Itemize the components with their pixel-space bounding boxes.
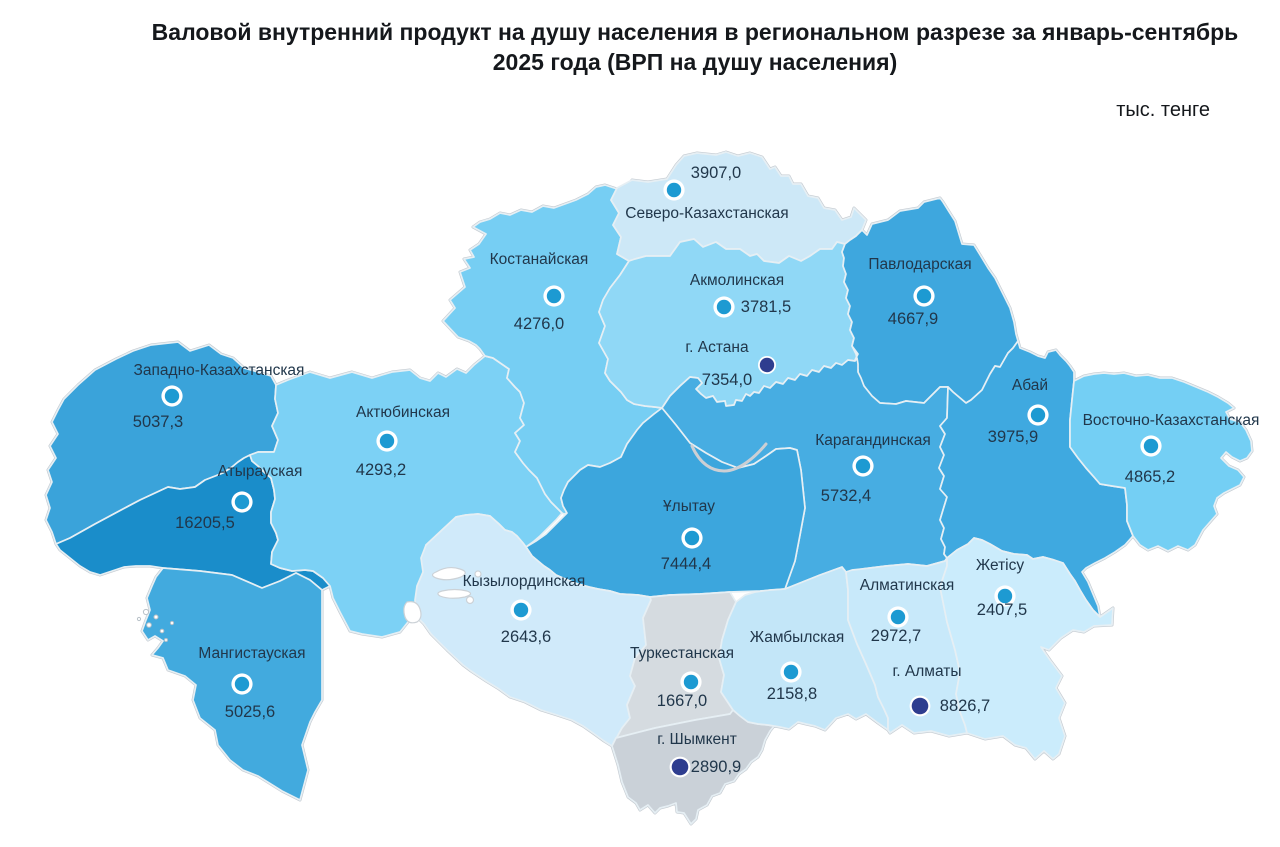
svg-text:Атырауская: Атырауская bbox=[218, 463, 303, 480]
svg-text:2643,6: 2643,6 bbox=[501, 628, 551, 646]
svg-text:8826,7: 8826,7 bbox=[940, 697, 990, 715]
svg-text:Павлодарская: Павлодарская bbox=[868, 256, 971, 273]
svg-text:Алматинская: Алматинская bbox=[860, 577, 955, 594]
svg-text:Акмолинская: Акмолинская bbox=[690, 272, 784, 289]
svg-text:4293,2: 4293,2 bbox=[356, 461, 406, 479]
svg-text:3781,5: 3781,5 bbox=[741, 298, 791, 316]
svg-text:Восточно-Казахстанская: Восточно-Казахстанская bbox=[1083, 412, 1260, 429]
svg-text:Северо-Казахстанская: Северо-Казахстанская bbox=[625, 205, 788, 222]
svg-text:г. Шымкент: г. Шымкент bbox=[657, 731, 737, 748]
svg-text:5025,6: 5025,6 bbox=[225, 703, 275, 721]
svg-text:2407,5: 2407,5 bbox=[977, 601, 1027, 619]
svg-text:Туркестанская: Туркестанская bbox=[630, 645, 734, 662]
svg-text:3975,9: 3975,9 bbox=[988, 428, 1038, 446]
svg-text:2972,7: 2972,7 bbox=[871, 627, 921, 645]
svg-text:Карагандинская: Карагандинская bbox=[815, 432, 931, 449]
svg-text:Актюбинская: Актюбинская bbox=[356, 404, 450, 421]
svg-text:16205,5: 16205,5 bbox=[175, 514, 235, 532]
svg-text:3907,0: 3907,0 bbox=[691, 164, 741, 182]
svg-text:5037,3: 5037,3 bbox=[133, 413, 183, 431]
svg-text:Мангистауская: Мангистауская bbox=[198, 645, 305, 662]
svg-text:7354,0: 7354,0 bbox=[702, 371, 752, 389]
svg-text:5732,4: 5732,4 bbox=[821, 487, 871, 505]
svg-text:Жетісу: Жетісу bbox=[976, 557, 1025, 574]
svg-text:Костанайская: Костанайская bbox=[490, 251, 589, 268]
svg-text:Ұлытау: Ұлытау bbox=[663, 498, 715, 515]
svg-text:4865,2: 4865,2 bbox=[1125, 468, 1175, 486]
svg-text:г. Алматы: г. Алматы bbox=[893, 663, 962, 680]
svg-text:Кызылординская: Кызылординская bbox=[463, 573, 586, 590]
svg-text:1667,0: 1667,0 bbox=[657, 692, 707, 710]
svg-text:Западно-Казахстанская: Западно-Казахстанская bbox=[134, 362, 305, 379]
svg-text:Жамбылская: Жамбылская bbox=[750, 629, 845, 646]
svg-text:4276,0: 4276,0 bbox=[514, 315, 564, 333]
svg-text:Абай: Абай bbox=[1012, 377, 1048, 394]
svg-text:4667,9: 4667,9 bbox=[888, 310, 938, 328]
svg-text:7444,4: 7444,4 bbox=[661, 555, 711, 573]
svg-text:г. Астана: г. Астана bbox=[685, 339, 749, 356]
svg-text:2890,9: 2890,9 bbox=[691, 758, 741, 776]
svg-text:2158,8: 2158,8 bbox=[767, 685, 817, 703]
